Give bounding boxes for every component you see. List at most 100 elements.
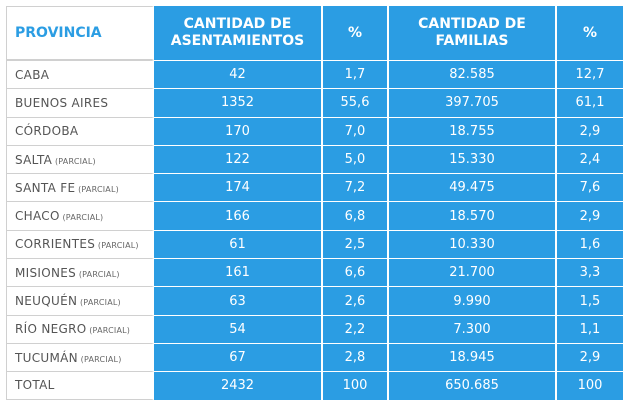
asentamientos-cell: 166 [154, 201, 323, 230]
pct-asentamientos-cell: 100 [323, 371, 389, 400]
table-row: TUCUMÁN (PARCIAL) 67 2,8 18.945 2,9 [6, 342, 623, 372]
header-familias: CANTIDAD DE FAMILIAS [389, 6, 557, 60]
province-qualifier: (PARCIAL) [78, 184, 119, 194]
province-qualifier: (PARCIAL) [54, 156, 96, 166]
province-name-cell: NEUQUÉN (PARCIAL) [6, 286, 154, 315]
pct-familias-cell: 100 [557, 371, 623, 400]
table-row: SANTA FE (PARCIAL) 174 7,2 49.475 7,6 [6, 173, 623, 202]
table-row: MISIONES (PARCIAL) 161 6,6 21.700 3,3 [6, 258, 623, 287]
pct-familias-cell: 2,9 [557, 201, 623, 230]
province-name-cell: SANTA FE (PARCIAL) [6, 173, 154, 202]
table-header-row: PROVINCIA CANTIDAD DE ASENTAMIENTOS % CA… [6, 6, 623, 60]
table-row: RÍO NEGRO (PARCIAL) 54 2,2 7.300 1,1 [6, 314, 623, 343]
pct-familias-cell: 1,6 [557, 229, 623, 259]
asentamientos-cell: 61 [154, 229, 323, 259]
familias-cell: 650.685 [389, 371, 557, 400]
table-row: SALTA (PARCIAL) 122 5,0 15.330 2,4 [6, 144, 623, 174]
table-row: CABA 42 1,7 82.585 12,7 [6, 60, 623, 89]
familias-cell: 9.990 [389, 286, 557, 315]
province-name-cell: BUENOS AIRES [6, 88, 154, 117]
settlements-table-container: PROVINCIA CANTIDAD DE ASENTAMIENTOS % CA… [6, 6, 623, 403]
province-qualifier: (PARCIAL) [89, 326, 131, 336]
pct-familias-cell: 12,7 [557, 60, 623, 89]
province-name-cell: TOTAL [6, 371, 154, 400]
province-name: TUCUMÁN [15, 350, 78, 365]
province-name-cell: RÍO NEGRO (PARCIAL) [6, 314, 154, 343]
province-name: CORRIENTES [15, 237, 96, 252]
asentamientos-cell: 161 [154, 258, 323, 287]
pct-asentamientos-cell: 7,0 [323, 116, 389, 145]
familias-cell: 15.330 [389, 144, 557, 174]
asentamientos-cell: 170 [154, 116, 323, 145]
pct-familias-cell: 61,1 [557, 88, 623, 117]
pct-asentamientos-cell: 2,2 [323, 314, 389, 343]
header-pct-asentamientos: % [323, 6, 389, 60]
province-name: BUENOS AIRES [15, 95, 109, 110]
province-name: MISIONES [15, 265, 77, 280]
pct-asentamientos-cell: 6,8 [323, 201, 389, 230]
province-name-cell: TUCUMÁN (PARCIAL) [6, 342, 154, 372]
pct-asentamientos-cell: 55,6 [323, 88, 389, 117]
table-row: NEUQUÉN (PARCIAL) 63 2,6 9.990 1,5 [6, 286, 623, 315]
asentamientos-cell: 174 [154, 173, 323, 202]
province-qualifier: (PARCIAL) [79, 298, 121, 308]
province-name: NEUQUÉN [15, 294, 78, 309]
pct-familias-cell: 2,9 [557, 342, 623, 372]
header-asentamientos: CANTIDAD DE ASENTAMIENTOS [154, 6, 323, 60]
familias-cell: 49.475 [389, 173, 557, 202]
province-name: TOTAL [15, 378, 55, 393]
table-row: BUENOS AIRES 1352 55,6 397.705 61,1 [6, 88, 623, 117]
province-name: CÓRDOBA [15, 124, 79, 139]
settlements-table: PROVINCIA CANTIDAD DE ASENTAMIENTOS % CA… [6, 6, 623, 400]
province-name: CHACO [15, 209, 60, 224]
header-provincia: PROVINCIA [6, 6, 154, 60]
province-name-cell: CORRIENTES (PARCIAL) [6, 229, 154, 259]
province-name: CABA [15, 67, 50, 82]
province-name: RÍO NEGRO [15, 322, 87, 337]
province-name-cell: CÓRDOBA [6, 116, 154, 145]
province-name-cell: CHACO (PARCIAL) [6, 201, 154, 230]
pct-asentamientos-cell: 2,5 [323, 229, 389, 259]
pct-familias-cell: 7,6 [557, 173, 623, 202]
asentamientos-cell: 54 [154, 314, 323, 343]
province-name-cell: CABA [6, 60, 154, 89]
familias-cell: 21.700 [389, 258, 557, 287]
asentamientos-cell: 1352 [154, 88, 323, 117]
table-row: TOTAL 2432 100 650.685 100 [6, 371, 623, 400]
pct-familias-cell: 3,3 [557, 258, 623, 287]
province-name-cell: MISIONES (PARCIAL) [6, 258, 154, 287]
province-name: SALTA [15, 152, 53, 167]
familias-cell: 18.945 [389, 342, 557, 372]
pct-asentamientos-cell: 5,0 [323, 144, 389, 174]
familias-cell: 10.330 [389, 229, 557, 259]
familias-cell: 7.300 [389, 314, 557, 343]
asentamientos-cell: 122 [154, 144, 323, 174]
table-row: CORRIENTES (PARCIAL) 61 2,5 10.330 1,6 [6, 229, 623, 259]
pct-asentamientos-cell: 1,7 [323, 60, 389, 89]
familias-cell: 18.570 [389, 201, 557, 230]
header-pct-familias: % [557, 6, 623, 60]
table-row: CÓRDOBA 170 7,0 18.755 2,9 [6, 116, 623, 145]
pct-asentamientos-cell: 7,2 [323, 173, 389, 202]
province-qualifier: (PARCIAL) [62, 213, 104, 223]
familias-cell: 18.755 [389, 116, 557, 145]
familias-cell: 82.585 [389, 60, 557, 89]
familias-cell: 397.705 [389, 88, 557, 117]
pct-asentamientos-cell: 6,6 [323, 258, 389, 287]
asentamientos-cell: 63 [154, 286, 323, 315]
table-row: CHACO (PARCIAL) 166 6,8 18.570 2,9 [6, 201, 623, 230]
asentamientos-cell: 42 [154, 60, 323, 89]
pct-asentamientos-cell: 2,6 [323, 286, 389, 315]
pct-familias-cell: 1,1 [557, 314, 623, 343]
province-qualifier: (PARCIAL) [80, 354, 122, 364]
asentamientos-cell: 67 [154, 342, 323, 372]
province-qualifier: (PARCIAL) [97, 241, 139, 251]
province-name: SANTA FE [15, 180, 76, 195]
asentamientos-cell: 2432 [154, 371, 323, 400]
pct-familias-cell: 2,4 [557, 144, 623, 174]
province-qualifier: (PARCIAL) [78, 269, 120, 279]
province-name-cell: SALTA (PARCIAL) [6, 144, 154, 174]
pct-familias-cell: 2,9 [557, 116, 623, 145]
pct-familias-cell: 1,5 [557, 286, 623, 315]
pct-asentamientos-cell: 2,8 [323, 342, 389, 372]
